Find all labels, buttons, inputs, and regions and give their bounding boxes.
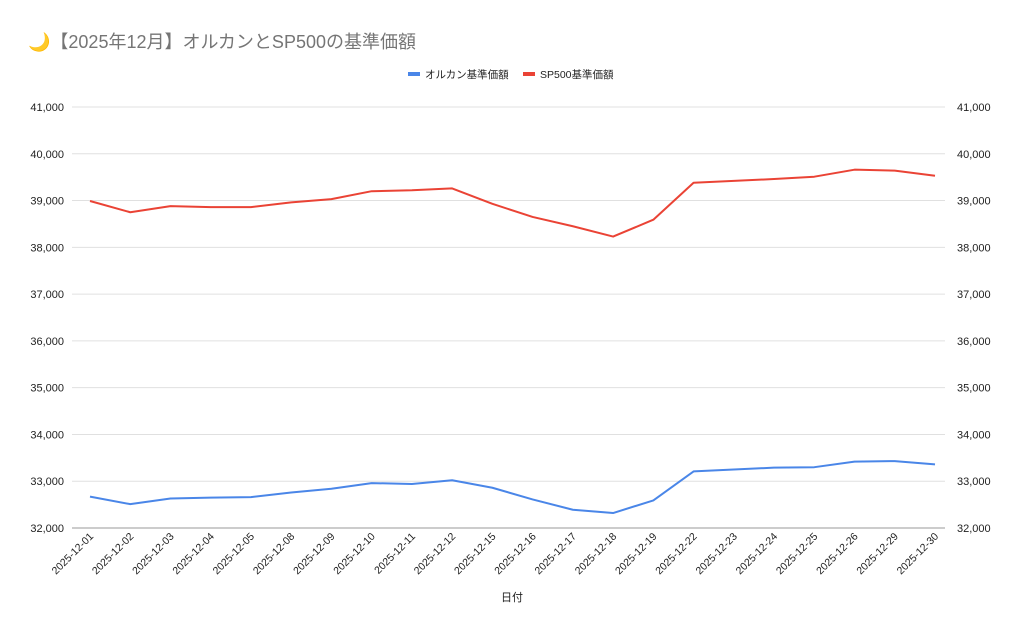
y-tick-label-right: 34,000	[957, 429, 991, 441]
x-tick-label: 2025-12-04	[170, 531, 217, 578]
legend-swatch	[408, 72, 420, 76]
y-tick-label-right: 39,000	[957, 196, 991, 208]
x-tick-label: 2025-12-26	[814, 531, 861, 578]
x-tick-label: 2025-12-25	[774, 531, 821, 578]
y-tick-label-right: 33,000	[957, 476, 991, 488]
y-tick-label-left: 33,000	[30, 476, 64, 488]
x-tick-label: 2025-12-30	[895, 531, 942, 578]
y-tick-label-left: 34,000	[30, 429, 64, 441]
y-tick-label-right: 38,000	[957, 242, 991, 254]
x-tick-label: 2025-12-10	[331, 531, 378, 578]
x-tick-label: 2025-12-11	[372, 531, 418, 577]
x-tick-label: 2025-12-12	[412, 531, 459, 578]
x-tick-label: 2025-12-16	[492, 531, 539, 578]
x-tick-label: 2025-12-08	[251, 531, 298, 578]
x-tick-label: 2025-12-19	[613, 531, 660, 578]
x-tick-label: 2025-12-02	[90, 531, 137, 578]
x-tick-label: 2025-12-18	[573, 531, 620, 578]
y-tick-label-right: 35,000	[957, 383, 991, 395]
x-tick-label: 2025-12-09	[291, 531, 338, 578]
y-tick-label-left: 41,000	[30, 102, 64, 114]
y-tick-label-right: 40,000	[957, 149, 991, 161]
x-tick-label: 2025-12-03	[130, 531, 177, 578]
y-tick-label-left: 36,000	[30, 336, 64, 348]
y-tick-label-left: 37,000	[30, 289, 64, 301]
series-line	[89, 168, 936, 238]
x-axis-label: 日付	[501, 591, 523, 604]
y-tick-label-right: 41,000	[957, 102, 991, 114]
y-tick-label-right: 36,000	[957, 336, 991, 348]
series-line	[89, 460, 936, 515]
y-tick-label-left: 32,000	[30, 523, 64, 535]
y-tick-label-left: 40,000	[30, 149, 64, 161]
x-tick-label: 2025-12-17	[533, 531, 580, 578]
y-tick-label-left: 35,000	[30, 383, 64, 395]
x-tick-label: 2025-12-15	[452, 531, 499, 578]
x-tick-label: 2025-12-29	[854, 531, 901, 578]
y-tick-label-right: 37,000	[957, 289, 991, 301]
x-tick-label: 2025-12-01	[50, 531, 97, 578]
x-tick-label: 2025-12-05	[211, 531, 258, 578]
chart-title: 🌙【2025年12月】オルカンとSP500の基準価額	[28, 32, 416, 52]
y-tick-label-left: 39,000	[30, 196, 64, 208]
legend-swatch	[523, 72, 535, 76]
x-tick-label: 2025-12-24	[734, 531, 781, 578]
legend-label: SP500基準価額	[540, 68, 614, 81]
y-tick-label-right: 32,000	[957, 523, 991, 535]
legend-label: オルカン基準価額	[425, 68, 509, 81]
y-tick-label-left: 38,000	[30, 242, 64, 254]
x-tick-label: 2025-12-22	[653, 531, 700, 578]
x-tick-label: 2025-12-23	[693, 531, 740, 578]
